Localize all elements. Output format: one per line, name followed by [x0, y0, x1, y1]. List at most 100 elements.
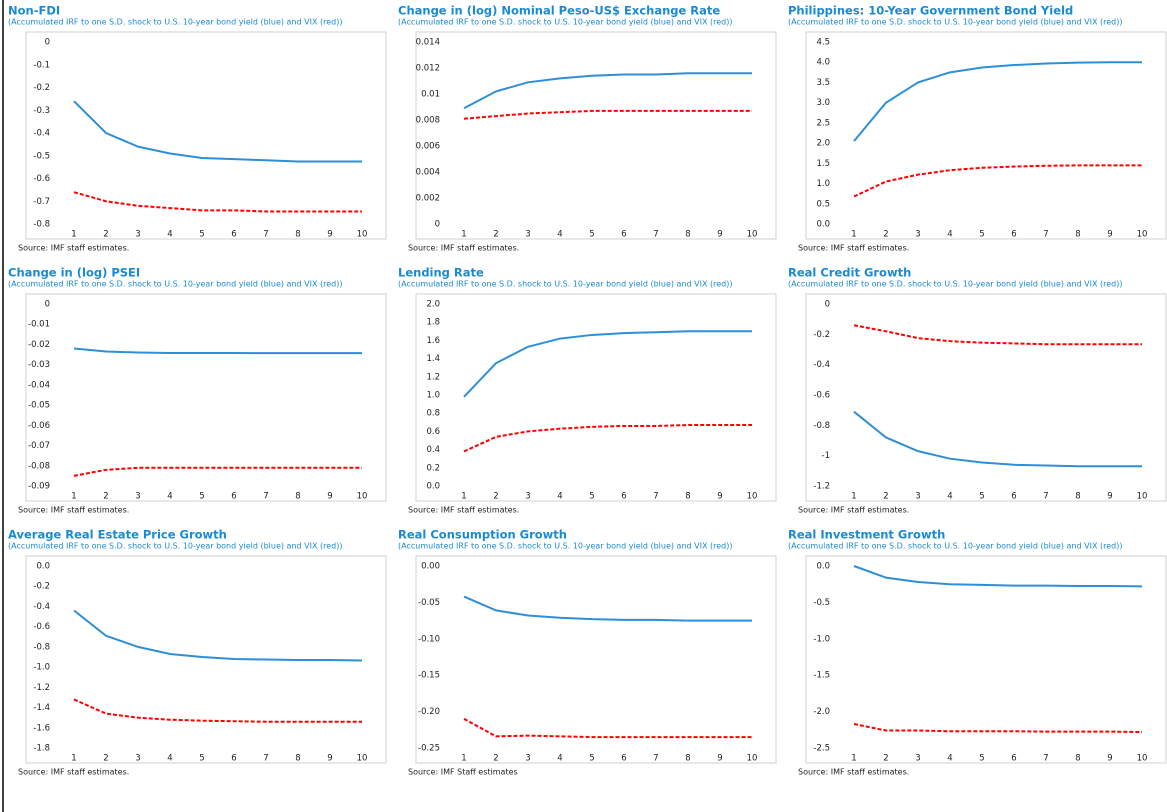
plot-frame: [415, 555, 777, 764]
y-tick-label: 3.5: [816, 78, 830, 88]
x-tick-label: 2: [883, 492, 888, 502]
x-tick-label: 6: [231, 230, 236, 240]
x-tick-label: 7: [263, 230, 268, 240]
x-tick-label: 6: [621, 492, 626, 502]
x-tick-label: 8: [1075, 754, 1080, 764]
x-tick-label: 5: [589, 754, 594, 764]
y-tick-label: -1.5: [813, 671, 830, 681]
plot-frame: [415, 31, 777, 240]
series-line: [73, 466, 362, 477]
x-tick-label: 8: [1075, 492, 1080, 502]
x-tick-label: 8: [295, 492, 300, 502]
chart-subtitle: (Accumulated IRF to one S.D. shock to U.…: [8, 542, 342, 551]
y-tick-label: -0.04: [28, 380, 50, 390]
y-tick-label: 0: [435, 220, 440, 230]
x-tick-label: 6: [1011, 754, 1016, 764]
y-tick-label: 0.0: [36, 562, 50, 572]
x-tick-label: 9: [1107, 754, 1112, 764]
x-tick-label: 2: [883, 754, 888, 764]
y-tick-label: -0.5: [813, 598, 830, 608]
x-tick-label: 1: [461, 492, 466, 502]
x-tick-label: 8: [295, 754, 300, 764]
y-tick-label: -0.20: [418, 707, 440, 717]
source-note: Source: IMF staff estimates.: [798, 768, 909, 777]
y-tick-label: -0.8: [33, 220, 50, 230]
y-tick-label: -2.5: [813, 744, 830, 754]
chart-panel: Real Credit Growth(Accumulated IRF to on…: [788, 266, 1167, 515]
source-note: Source: IMF staff estimates.: [18, 244, 129, 253]
y-tick-label: -0.2: [33, 83, 50, 93]
y-tick-label: -0.2: [813, 330, 830, 340]
chart-panel: Real Investment Growth(Accumulated IRF t…: [788, 528, 1167, 777]
chart-subtitle: (Accumulated IRF to one S.D. shock to U.…: [398, 280, 732, 289]
x-tick-label: 9: [717, 754, 722, 764]
y-tick-label: 4.0: [816, 58, 830, 68]
x-tick-label: 9: [717, 230, 722, 240]
series-line: [73, 347, 362, 355]
y-tick-label: 0.014: [416, 38, 440, 48]
x-tick-label: 10: [1137, 754, 1148, 764]
x-tick-label: 3: [525, 492, 530, 502]
x-tick-label: 7: [1043, 492, 1048, 502]
y-tick-label: -1: [822, 451, 830, 461]
y-tick-label: 0.00: [421, 562, 440, 572]
y-tick-label: -0.05: [418, 598, 440, 608]
chart-title: Philippines: 10-Year Government Bond Yie…: [788, 4, 1073, 18]
series-line: [853, 565, 1143, 588]
x-tick-label: 7: [1043, 230, 1048, 240]
y-tick-label: 0: [825, 300, 830, 310]
y-tick-label: 1.4: [426, 354, 440, 364]
source-note: Source: IMF staff estimates.: [18, 506, 129, 515]
y-tick-label: -0.08: [28, 461, 50, 471]
y-tick-label: 0.004: [416, 168, 440, 178]
x-tick-label: 2: [103, 230, 108, 240]
source-note: Source: IMF Staff estimates: [408, 768, 518, 777]
chart-title: Average Real Estate Price Growth: [8, 528, 227, 542]
y-tick-label: 1.8: [426, 318, 440, 328]
y-tick-label: 0.4: [426, 445, 440, 455]
chart-panel: Change in (log) Nominal Peso-US$ Exchang…: [398, 4, 777, 253]
y-tick-label: -0.06: [28, 421, 50, 431]
x-tick-label: 4: [947, 230, 952, 240]
y-tick-label: -0.8: [813, 421, 830, 431]
chart-panel: Change in (log) PSEI(Accumulated IRF to …: [8, 266, 387, 515]
source-note: Source: IMF staff estimates.: [798, 244, 909, 253]
series-line: [463, 330, 752, 398]
y-tick-label: 1.0: [426, 391, 440, 401]
chart-title: Real Credit Growth: [788, 266, 911, 280]
x-tick-label: 3: [915, 230, 920, 240]
series-line: [73, 100, 362, 163]
source-note: Source: IMF staff estimates.: [408, 244, 519, 253]
x-tick-label: 6: [1011, 492, 1016, 502]
x-tick-label: 5: [589, 230, 594, 240]
y-tick-label: -0.05: [28, 401, 50, 411]
series-line: [463, 72, 752, 110]
y-tick-label: 0.0: [426, 482, 440, 492]
x-tick-label: 1: [71, 492, 76, 502]
y-tick-label: -1.0: [33, 663, 50, 673]
chart-title: Real Investment Growth: [788, 528, 945, 542]
y-tick-label: -0.7: [33, 197, 50, 207]
y-tick-label: -0.09: [28, 482, 50, 492]
x-tick-label: 3: [135, 754, 140, 764]
y-tick-label: 0.6: [426, 427, 440, 437]
y-tick-label: 0.2: [426, 463, 440, 473]
y-tick-label: -0.6: [33, 622, 50, 632]
series-line: [463, 718, 752, 739]
y-tick-label: 0.8: [426, 409, 440, 419]
x-tick-label: 4: [557, 230, 562, 240]
series-line: [73, 191, 362, 213]
x-tick-label: 1: [851, 754, 856, 764]
x-tick-label: 1: [851, 230, 856, 240]
chart-panel: Philippines: 10-Year Government Bond Yie…: [788, 4, 1167, 253]
x-tick-label: 2: [883, 230, 888, 240]
x-tick-label: 6: [621, 230, 626, 240]
chart-subtitle: (Accumulated IRF to one S.D. shock to U.…: [788, 18, 1122, 27]
chart-subtitle: (Accumulated IRF to one S.D. shock to U.…: [8, 18, 342, 27]
chart-subtitle: (Accumulated IRF to one S.D. shock to U.…: [788, 280, 1122, 289]
x-tick-label: 2: [493, 492, 498, 502]
x-tick-label: 8: [685, 230, 690, 240]
x-tick-label: 9: [327, 230, 332, 240]
series-line: [853, 164, 1142, 198]
x-tick-label: 10: [357, 230, 368, 240]
